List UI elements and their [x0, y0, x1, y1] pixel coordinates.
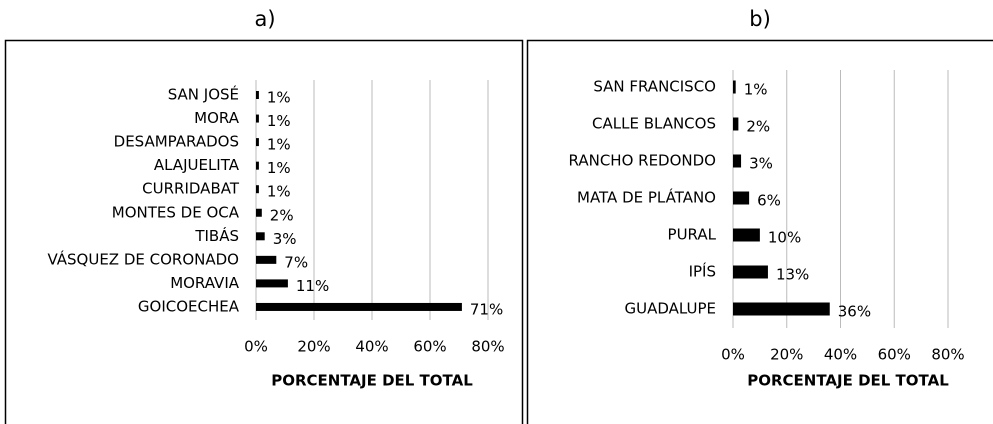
y-tick-label: PURAL — [668, 226, 717, 244]
data-label: 6% — [757, 192, 781, 210]
data-label: 1% — [267, 159, 291, 177]
x-tick-label: 80% — [931, 346, 964, 364]
x-tick-label: 60% — [878, 346, 911, 364]
data-label: 2% — [270, 206, 294, 224]
y-tick-label: TIBÁS — [194, 226, 239, 245]
y-tick-label: ALAJUELITA — [154, 156, 240, 174]
bar — [733, 154, 742, 168]
x-tick-label: 40% — [824, 346, 857, 364]
bar — [256, 208, 262, 217]
y-tick-label: MONTES DE OCA — [112, 203, 240, 221]
bar — [733, 228, 760, 242]
bar — [256, 138, 259, 147]
bar — [733, 80, 736, 94]
bar — [256, 91, 259, 99]
y-tick-label: GUADALUPE — [624, 300, 716, 318]
x-axis-title: PORCENTAJE DEL TOTAL — [271, 372, 473, 390]
x-tick-label: 20% — [297, 338, 330, 356]
data-label: 1% — [267, 183, 291, 201]
x-tick-label: 0% — [244, 338, 268, 356]
x-tick-label: 80% — [471, 338, 504, 356]
y-tick-label: VÁSQUEZ DE CORONADO — [47, 249, 239, 268]
data-label: 1% — [267, 136, 291, 154]
y-tick-label: IPÍS — [689, 262, 716, 281]
y-tick-label: GOICOECHEA — [138, 297, 240, 315]
data-label: 3% — [749, 155, 773, 173]
data-label: 11% — [296, 277, 329, 295]
bar — [256, 232, 265, 241]
x-tick-label: 20% — [770, 346, 803, 364]
x-axis-title: PORCENTAJE DEL TOTAL — [747, 372, 949, 390]
y-tick-label: CURRIDABAT — [142, 180, 240, 198]
data-label: 3% — [273, 230, 297, 248]
data-label: 10% — [768, 229, 801, 247]
y-tick-label: RANCHO REDONDO — [569, 152, 716, 170]
data-label: 2% — [746, 118, 770, 136]
bar — [256, 302, 462, 311]
bar — [733, 117, 739, 131]
y-tick-label: CALLE BLANCOS — [592, 115, 716, 133]
chart-title: b) — [749, 7, 771, 31]
y-tick-label: DESAMPARADOS — [114, 133, 239, 151]
data-label: 13% — [776, 266, 809, 284]
bar — [256, 114, 259, 123]
y-tick-label: MORA — [194, 109, 240, 127]
data-label: 36% — [838, 303, 871, 321]
data-label: 7% — [284, 253, 308, 271]
bar — [256, 185, 259, 194]
bar — [733, 302, 830, 316]
y-tick-label: SAN JOSÉ — [168, 85, 239, 104]
bar — [256, 161, 259, 170]
bar — [256, 255, 277, 264]
data-label: 1% — [267, 89, 291, 107]
data-label: 1% — [744, 81, 768, 99]
data-label: 71% — [470, 300, 503, 318]
data-label: 1% — [267, 112, 291, 130]
panel-frame — [4, 39, 524, 424]
chart-title: a) — [254, 7, 275, 31]
bar — [256, 279, 288, 288]
bar — [733, 265, 768, 279]
y-tick-label: SAN FRANCISCO — [593, 78, 716, 96]
x-tick-label: 0% — [721, 346, 745, 364]
bar — [733, 191, 750, 205]
x-tick-label: 40% — [355, 338, 388, 356]
x-tick-label: 60% — [413, 338, 446, 356]
y-tick-label: MORAVIA — [170, 274, 240, 292]
y-tick-label: MATA DE PLÁTANO — [577, 188, 716, 207]
panel-frame — [526, 39, 993, 424]
